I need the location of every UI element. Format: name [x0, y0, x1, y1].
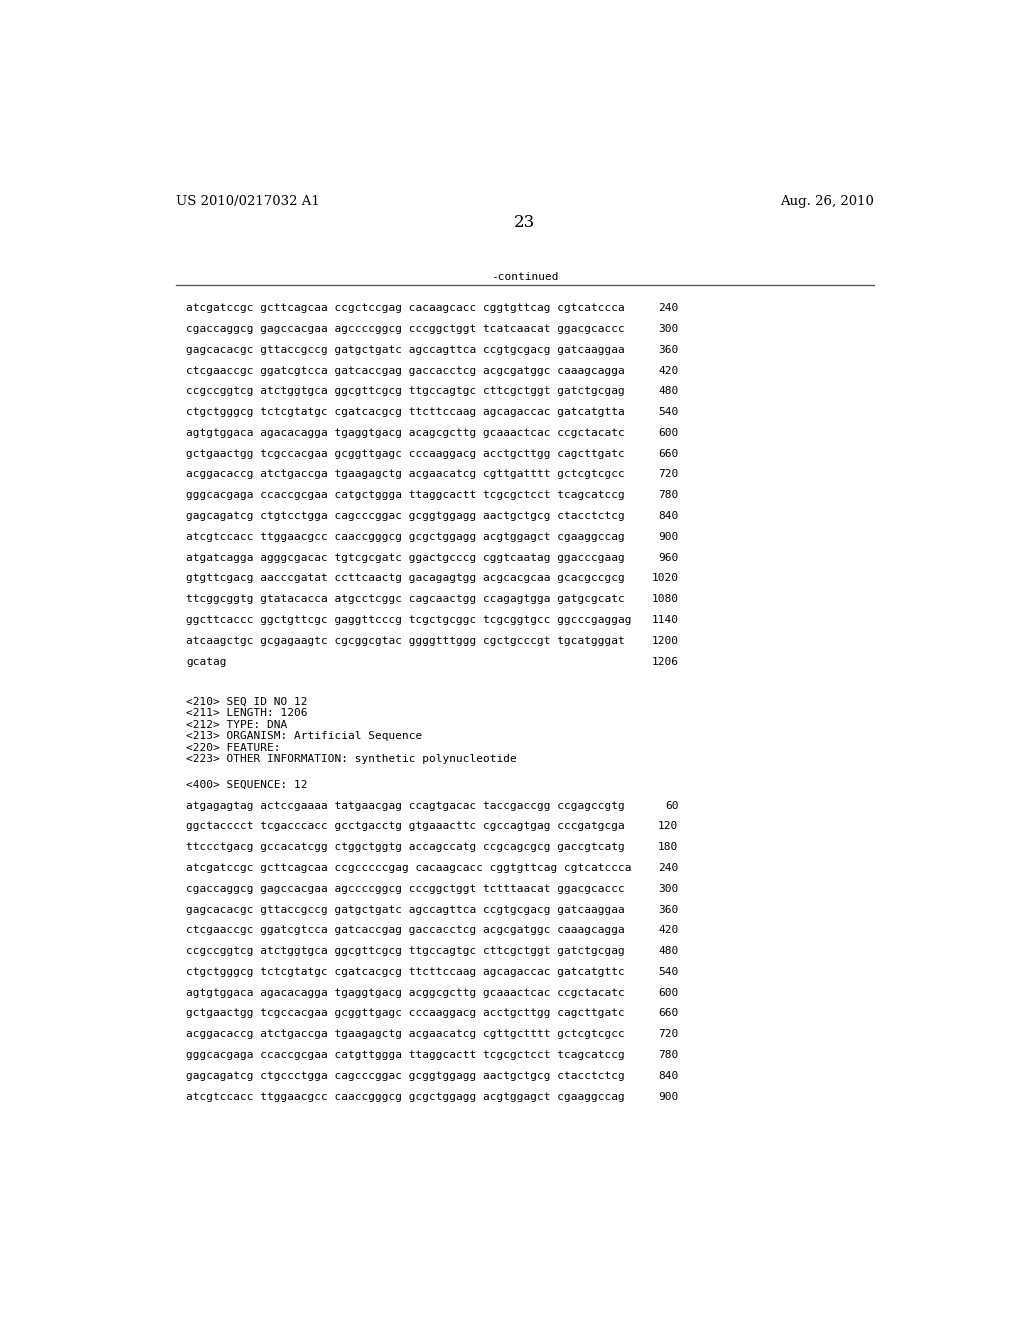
Text: 420: 420	[658, 366, 678, 375]
Text: <212> TYPE: DNA: <212> TYPE: DNA	[186, 719, 288, 730]
Text: atcgatccgc gcttcagcaa ccgctccgag cacaagcacc cggtgttcag cgtcatccca: atcgatccgc gcttcagcaa ccgctccgag cacaagc…	[186, 304, 625, 313]
Text: 300: 300	[658, 323, 678, 334]
Text: gagcacacgc gttaccgccg gatgctgatc agccagttca ccgtgcgacg gatcaaggaa: gagcacacgc gttaccgccg gatgctgatc agccagt…	[186, 345, 625, 355]
Text: <220> FEATURE:: <220> FEATURE:	[186, 743, 281, 752]
Text: 900: 900	[658, 1092, 678, 1102]
Text: 240: 240	[658, 863, 678, 873]
Text: gggcacgaga ccaccgcgaa catgctggga ttaggcactt tcgcgctcct tcagcatccg: gggcacgaga ccaccgcgaa catgctggga ttaggca…	[186, 490, 625, 500]
Text: <223> OTHER INFORMATION: synthetic polynucleotide: <223> OTHER INFORMATION: synthetic polyn…	[186, 755, 517, 764]
Text: acggacaccg atctgaccga tgaagagctg acgaacatcg cgttgatttt gctcgtcgcc: acggacaccg atctgaccga tgaagagctg acgaaca…	[186, 470, 625, 479]
Text: atcaagctgc gcgagaagtc cgcggcgtac ggggtttggg cgctgcccgt tgcatgggat: atcaagctgc gcgagaagtc cgcggcgtac ggggttt…	[186, 636, 625, 645]
Text: US 2010/0217032 A1: US 2010/0217032 A1	[176, 195, 319, 209]
Text: ctgctgggcg tctcgtatgc cgatcacgcg ttcttccaag agcagaccac gatcatgttc: ctgctgggcg tctcgtatgc cgatcacgcg ttcttcc…	[186, 966, 625, 977]
Text: cgaccaggcg gagccacgaa agccccggcg cccggctggt tctttaacat ggacgcaccc: cgaccaggcg gagccacgaa agccccggcg cccggct…	[186, 884, 625, 894]
Text: atgagagtag actccgaaaa tatgaacgag ccagtgacac taccgaccgg ccgagccgtg: atgagagtag actccgaaaa tatgaacgag ccagtga…	[186, 800, 625, 810]
Text: ctcgaaccgc ggatcgtcca gatcaccgag gaccacctcg acgcgatggc caaagcagga: ctcgaaccgc ggatcgtcca gatcaccgag gaccacc…	[186, 366, 625, 375]
Text: 120: 120	[658, 821, 678, 832]
Text: atcgatccgc gcttcagcaa ccgcccccgag cacaagcacc cggtgttcag cgtcatccca: atcgatccgc gcttcagcaa ccgcccccgag cacaag…	[186, 863, 632, 873]
Text: 1140: 1140	[651, 615, 678, 624]
Text: agtgtggaca agacacagga tgaggtgacg acggcgcttg gcaaactcac ccgctacatc: agtgtggaca agacacagga tgaggtgacg acggcgc…	[186, 987, 625, 998]
Text: gagcacacgc gttaccgccg gatgctgatc agccagttca ccgtgcgacg gatcaaggaa: gagcacacgc gttaccgccg gatgctgatc agccagt…	[186, 904, 625, 915]
Text: gtgttcgacg aacccgatat ccttcaactg gacagagtgg acgcacgcaa gcacgccgcg: gtgttcgacg aacccgatat ccttcaactg gacagag…	[186, 573, 625, 583]
Text: atcgtccacc ttggaacgcc caaccgggcg gcgctggagg acgtggagct cgaaggccag: atcgtccacc ttggaacgcc caaccgggcg gcgctgg…	[186, 532, 625, 541]
Text: ggctacccct tcgacccacc gcctgacctg gtgaaacttc cgccagtgag cccgatgcga: ggctacccct tcgacccacc gcctgacctg gtgaaac…	[186, 821, 625, 832]
Text: 780: 780	[658, 490, 678, 500]
Text: 600: 600	[658, 987, 678, 998]
Text: 840: 840	[658, 1071, 678, 1081]
Text: gcatag: gcatag	[186, 656, 226, 667]
Text: 420: 420	[658, 925, 678, 936]
Text: atgatcagga agggcgacac tgtcgcgatc ggactgcccg cggtcaatag ggacccgaag: atgatcagga agggcgacac tgtcgcgatc ggactgc…	[186, 553, 625, 562]
Text: 1080: 1080	[651, 594, 678, 605]
Text: 1020: 1020	[651, 573, 678, 583]
Text: gctgaactgg tcgccacgaa gcggttgagc cccaaggacg acctgcttgg cagcttgatc: gctgaactgg tcgccacgaa gcggttgagc cccaagg…	[186, 1008, 625, 1019]
Text: 660: 660	[658, 1008, 678, 1019]
Text: -continued: -continued	[492, 272, 558, 282]
Text: 900: 900	[658, 532, 678, 541]
Text: 960: 960	[658, 553, 678, 562]
Text: gagcagatcg ctgccctgga cagcccggac gcggtggagg aactgctgcg ctacctctcg: gagcagatcg ctgccctgga cagcccggac gcggtgg…	[186, 1071, 625, 1081]
Text: 660: 660	[658, 449, 678, 458]
Text: ggcttcaccc ggctgttcgc gaggttcccg tcgctgcggc tcgcggtgcc ggcccgaggag: ggcttcaccc ggctgttcgc gaggttcccg tcgctgc…	[186, 615, 632, 624]
Text: 540: 540	[658, 966, 678, 977]
Text: cgaccaggcg gagccacgaa agccccggcg cccggctggt tcatcaacat ggacgcaccc: cgaccaggcg gagccacgaa agccccggcg cccggct…	[186, 323, 625, 334]
Text: 360: 360	[658, 904, 678, 915]
Text: 300: 300	[658, 884, 678, 894]
Text: 600: 600	[658, 428, 678, 438]
Text: gagcagatcg ctgtcctgga cagcccggac gcggtggagg aactgctgcg ctacctctcg: gagcagatcg ctgtcctgga cagcccggac gcggtgg…	[186, 511, 625, 521]
Text: gggcacgaga ccaccgcgaa catgttggga ttaggcactt tcgcgctcct tcagcatccg: gggcacgaga ccaccgcgaa catgttggga ttaggca…	[186, 1051, 625, 1060]
Text: Aug. 26, 2010: Aug. 26, 2010	[779, 195, 873, 209]
Text: 540: 540	[658, 407, 678, 417]
Text: <210> SEQ ID NO 12: <210> SEQ ID NO 12	[186, 697, 307, 706]
Text: gctgaactgg tcgccacgaa gcggttgagc cccaaggacg acctgcttgg cagcttgatc: gctgaactgg tcgccacgaa gcggttgagc cccaagg…	[186, 449, 625, 458]
Text: 23: 23	[514, 214, 536, 231]
Text: agtgtggaca agacacagga tgaggtgacg acagcgcttg gcaaactcac ccgctacatc: agtgtggaca agacacagga tgaggtgacg acagcgc…	[186, 428, 625, 438]
Text: 840: 840	[658, 511, 678, 521]
Text: ctgctgggcg tctcgtatgc cgatcacgcg ttcttccaag agcagaccac gatcatgtta: ctgctgggcg tctcgtatgc cgatcacgcg ttcttcc…	[186, 407, 625, 417]
Text: 1206: 1206	[651, 656, 678, 667]
Text: <211> LENGTH: 1206: <211> LENGTH: 1206	[186, 708, 307, 718]
Text: 180: 180	[658, 842, 678, 853]
Text: <400> SEQUENCE: 12: <400> SEQUENCE: 12	[186, 780, 307, 789]
Text: 780: 780	[658, 1051, 678, 1060]
Text: ttccctgacg gccacatcgg ctggctggtg accagccatg ccgcagcgcg gaccgtcatg: ttccctgacg gccacatcgg ctggctggtg accagcc…	[186, 842, 625, 853]
Text: 360: 360	[658, 345, 678, 355]
Text: ttcggcggtg gtatacacca atgcctcggc cagcaactgg ccagagtgga gatgcgcatc: ttcggcggtg gtatacacca atgcctcggc cagcaac…	[186, 594, 625, 605]
Text: atcgtccacc ttggaacgcc caaccgggcg gcgctggagg acgtggagct cgaaggccag: atcgtccacc ttggaacgcc caaccgggcg gcgctgg…	[186, 1092, 625, 1102]
Text: ccgccggtcg atctggtgca ggcgttcgcg ttgccagtgc cttcgctggt gatctgcgag: ccgccggtcg atctggtgca ggcgttcgcg ttgccag…	[186, 946, 625, 956]
Text: acggacaccg atctgaccga tgaagagctg acgaacatcg cgttgctttt gctcgtcgcc: acggacaccg atctgaccga tgaagagctg acgaaca…	[186, 1030, 625, 1039]
Text: 480: 480	[658, 387, 678, 396]
Text: 480: 480	[658, 946, 678, 956]
Text: 240: 240	[658, 304, 678, 313]
Text: 720: 720	[658, 470, 678, 479]
Text: ctcgaaccgc ggatcgtcca gatcaccgag gaccacctcg acgcgatggc caaagcagga: ctcgaaccgc ggatcgtcca gatcaccgag gaccacc…	[186, 925, 625, 936]
Text: 60: 60	[665, 800, 678, 810]
Text: 720: 720	[658, 1030, 678, 1039]
Text: <213> ORGANISM: Artificial Sequence: <213> ORGANISM: Artificial Sequence	[186, 731, 422, 742]
Text: 1200: 1200	[651, 636, 678, 645]
Text: ccgccggtcg atctggtgca ggcgttcgcg ttgccagtgc cttcgctggt gatctgcgag: ccgccggtcg atctggtgca ggcgttcgcg ttgccag…	[186, 387, 625, 396]
